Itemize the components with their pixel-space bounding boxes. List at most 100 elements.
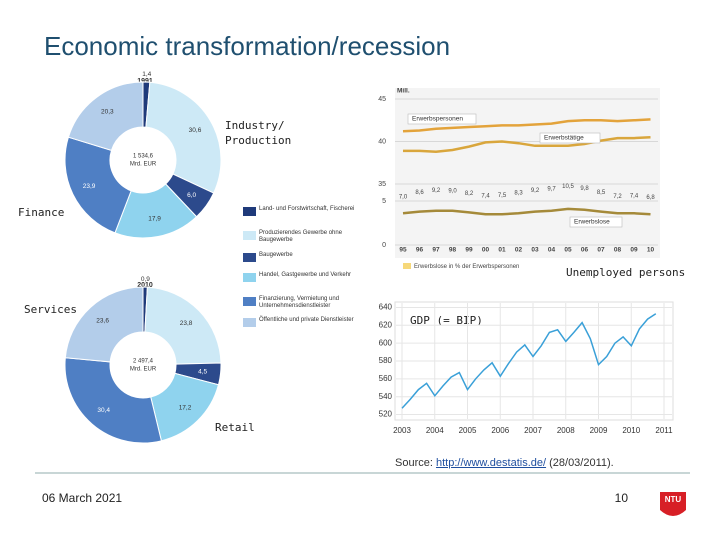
pie-center-label: Mrd. EUR — [130, 162, 157, 168]
y-tick-label: 35 — [378, 181, 386, 188]
legend-label: Handel, Gastgewerbe und Verkehr — [259, 272, 352, 278]
y-tick-label: 620 — [379, 320, 393, 329]
source-link[interactable]: http://www.destatis.de/ — [435, 457, 547, 469]
slice-label: 30,6 — [189, 127, 202, 134]
annotation: Finance — [18, 206, 64, 219]
pie-slice — [64, 136, 132, 234]
pie-slice — [144, 286, 222, 365]
y-tick-label: 560 — [379, 374, 393, 383]
x-tick-label: 97 — [432, 247, 440, 254]
y-tick-label: 40 — [378, 138, 386, 145]
x-tick-label: 2005 — [459, 426, 477, 435]
x-tick-label: 2004 — [426, 426, 444, 435]
source-date: (28/03/2011). — [549, 457, 614, 469]
pie-slice — [145, 81, 222, 194]
series-label-box — [539, 132, 601, 144]
x-tick-label: 2006 — [491, 426, 509, 435]
data-label: 8,5 — [597, 190, 606, 196]
legend-swatch — [243, 231, 256, 240]
annotation: Production — [225, 134, 291, 147]
slice-label: 20,3 — [101, 108, 114, 115]
pie-center-label: 2 497,4 — [133, 359, 154, 365]
slice-label: 1,4 — [142, 71, 151, 78]
annotation: Retail — [215, 421, 255, 434]
annotation: Services — [24, 303, 77, 316]
x-tick-label: 06 — [581, 247, 589, 254]
y-axis-title: Mill. — [397, 88, 410, 95]
data-label: 7,5 — [498, 193, 507, 199]
legend-label: Baugewerbe — [259, 252, 293, 258]
slice-label: 6,0 — [187, 192, 196, 199]
y2-tick-label: 0 — [382, 242, 386, 249]
annotation: Unemployed persons — [566, 266, 685, 279]
page-number: 10 — [615, 491, 629, 505]
legend-swatch — [243, 318, 256, 327]
x-tick-label: 08 — [614, 247, 622, 254]
source-prefix: Source: — [395, 457, 433, 469]
x-tick-label: 2011 — [655, 426, 673, 435]
series-label-box — [569, 216, 623, 228]
x-tick-label: 10 — [647, 247, 655, 254]
y-tick-label: 45 — [378, 96, 386, 103]
x-tick-label: 03 — [531, 247, 539, 254]
x-tick-label: 96 — [416, 247, 424, 254]
data-label: 8,6 — [415, 190, 424, 196]
series-line — [403, 136, 651, 153]
legend-label: Produzierendes Gewerbe ohne Baugewerbe — [259, 230, 343, 243]
x-tick-label: 95 — [399, 247, 407, 254]
slice-label: 30,4 — [97, 407, 110, 414]
y-tick-label: 520 — [379, 410, 393, 419]
data-label: 8,3 — [514, 191, 523, 197]
legend-swatch — [403, 263, 411, 269]
footer-date: 06 March 2021 — [42, 491, 122, 505]
pie-slice — [64, 357, 162, 444]
series-label: Erwerbslose — [574, 219, 610, 226]
data-label: 7,2 — [613, 194, 622, 200]
x-tick-label: 2003 — [393, 426, 411, 435]
legend-swatch — [243, 273, 256, 282]
data-label: 9,2 — [531, 188, 540, 194]
annotation: Industry/ — [225, 119, 285, 132]
slice-label: 17,2 — [179, 405, 192, 412]
series-label-box — [407, 113, 477, 125]
x-tick-label: 01 — [498, 247, 506, 254]
logo-shield — [660, 492, 686, 516]
slice-label: 0,9 — [141, 276, 150, 283]
source-line: Source: http://www.destatis.de/ (28/03/2… — [395, 457, 614, 469]
legend-swatch — [243, 207, 256, 216]
legend-swatch — [243, 297, 256, 306]
data-label: 7,0 — [399, 195, 408, 201]
legend-label: Erwerbslose in % der Erwerbspersonen — [414, 264, 519, 270]
slice-label: 4,5 — [198, 369, 207, 376]
logo-text: NTU — [665, 495, 682, 504]
x-tick-label: 99 — [465, 247, 473, 254]
pie-slice — [67, 81, 144, 151]
y-tick-label: 640 — [379, 303, 393, 312]
x-tick-label: 2009 — [590, 426, 608, 435]
series-line — [402, 118, 651, 133]
legend-label: Finanzierung, Vermietung und Unternehmen… — [259, 296, 340, 309]
x-tick-label: 05 — [564, 247, 572, 254]
slice-label: 23,8 — [180, 320, 193, 327]
legend-swatch — [243, 253, 256, 262]
slide-title: Economic transformation/recession — [44, 31, 450, 61]
slice-label: 23,6 — [96, 317, 109, 324]
pie-center-label: 1 534,6 — [133, 154, 154, 160]
series-label: Erwerbstätige — [544, 135, 584, 142]
series-line — [402, 207, 651, 216]
x-tick-label: 00 — [482, 247, 490, 254]
annotation: GDP (= BIP) — [410, 314, 483, 327]
x-tick-label: 07 — [597, 247, 605, 254]
employment-panel — [395, 88, 660, 258]
data-label: 10,5 — [562, 184, 574, 190]
pie-center-label: Mrd. EUR — [130, 367, 157, 373]
x-tick-label: 04 — [548, 247, 556, 254]
data-label: 9,7 — [547, 186, 556, 192]
pie-title: 1991 — [137, 78, 153, 85]
legend-label: Land- und Forstwirtschaft, Fischerei — [259, 206, 355, 212]
x-tick-label: 02 — [515, 247, 523, 254]
pie-title: 2010 — [137, 282, 153, 289]
data-label: 9,2 — [432, 188, 441, 194]
